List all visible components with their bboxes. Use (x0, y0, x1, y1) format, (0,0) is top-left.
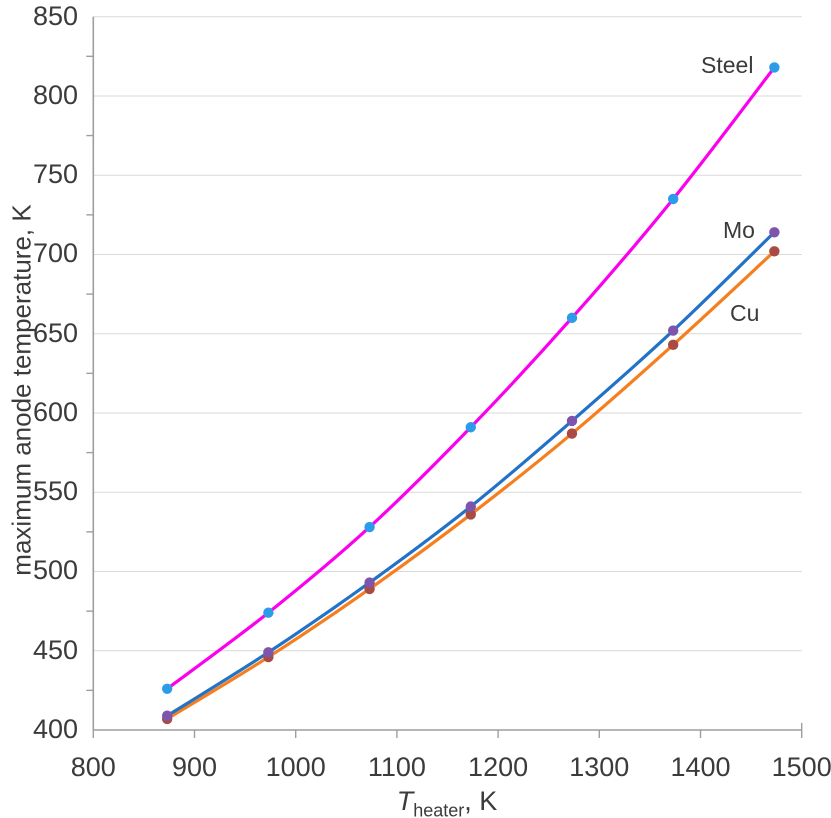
y-tick-label-600: 600 (32, 396, 78, 427)
series-marker-steel-1173 (465, 422, 476, 433)
y-tick-label-700: 700 (32, 238, 78, 269)
series-marker-steel-873 (161, 683, 173, 694)
series-marker-cu-1373 (667, 339, 679, 351)
series-marker-mo-973 (263, 647, 274, 658)
series-marker-steel-1473 (769, 62, 780, 73)
series-marker-steel-1273 (566, 312, 578, 324)
x-tick-label-1100: 1100 (367, 752, 426, 782)
series-label-cu: Cu (730, 300, 760, 326)
series-marker-mo-873 (161, 710, 173, 721)
series-marker-cu-1173 (465, 509, 476, 520)
series-marker-mo-1073 (364, 577, 375, 588)
x-tick-label-1300: 1300 (569, 752, 630, 782)
series-marker-cu-1473 (769, 246, 780, 257)
y-tick-label-750: 750 (32, 159, 78, 190)
y-tick-label-450: 450 (32, 634, 78, 665)
x-tick-label-1500: 1500 (771, 752, 831, 782)
x-tick-label-800: 800 (70, 752, 116, 782)
series-label-steel: Steel (701, 52, 754, 78)
series-marker-steel-1373 (667, 193, 679, 205)
x-axis-title-variable: T (396, 786, 414, 816)
y-tick-label-400: 400 (32, 714, 78, 744)
series-marker-mo-1473 (769, 227, 780, 238)
x-tick-label-1200: 1200 (468, 752, 529, 782)
x-tick-label-1400: 1400 (670, 752, 731, 782)
series-label-mo: Mo (723, 217, 755, 243)
series-marker-steel-1073 (364, 521, 375, 533)
y-tick-label-550: 550 (32, 476, 78, 507)
series-line-steel (165, 65, 776, 691)
y-tick-label-500: 500 (32, 555, 78, 586)
x-axis-title: Theater, K (397, 786, 498, 818)
y-tick-label-800: 800 (32, 79, 78, 110)
series-marker-mo-1273 (566, 415, 578, 427)
y-tick-label-650: 650 (32, 317, 78, 348)
x-tick-label-1000: 1000 (265, 752, 326, 782)
x-axis-title-unit: , K (464, 786, 498, 816)
x-tick-label-900: 900 (171, 752, 218, 782)
series-line-mo (165, 230, 776, 718)
y-tick-label-850: 850 (32, 0, 78, 31)
series-marker-mo-1373 (667, 325, 679, 336)
series-marker-steel-973 (263, 607, 274, 618)
series-marker-cu-1273 (566, 428, 578, 439)
series-marker-mo-1173 (465, 501, 476, 512)
x-axis-title-subscript: heater (413, 800, 465, 818)
